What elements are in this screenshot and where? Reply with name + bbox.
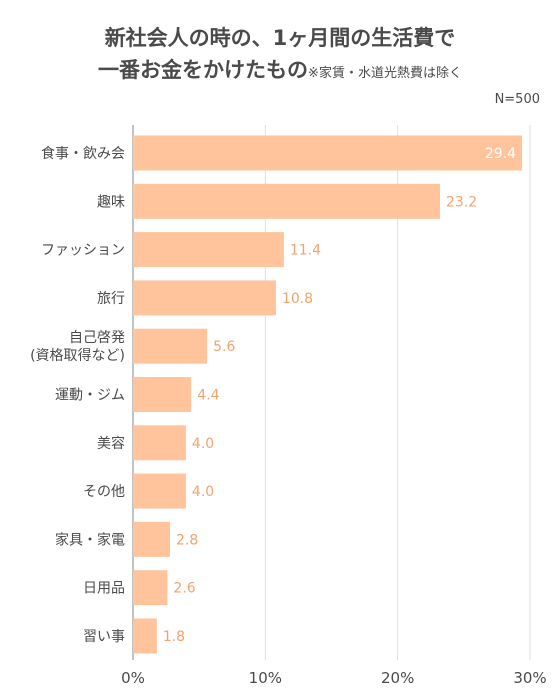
value-label: 11.4 [290,243,321,259]
chart-title-main: 一番お金をかけたもの [98,58,309,82]
bar [133,618,157,654]
category-label: ファッション [41,243,125,259]
chart-title-line-2: 一番お金をかけたもの※家賃・水道光熱費は除く [0,54,560,90]
x-tick-label: 0% [121,669,145,687]
chart-title-line-1: 新社会人の時の、1ヶ月間の生活費で [104,26,456,50]
bar [133,280,276,316]
chart-title-note: ※家賃・水道光熱費は除く [308,66,462,81]
category-label: 食事・飲み会 [41,145,125,162]
category-label: 旅行 [97,291,125,307]
value-label: 5.6 [213,339,235,355]
bar [133,377,192,412]
bar [133,570,168,606]
category-label: 美容 [97,435,125,452]
value-label: 4.0 [192,484,214,500]
bar [133,232,284,268]
value-labels: 29.4 23.2 11.4 10.8 5.6 4.4 4.0 4.0 2.8 2.6 1.8 [163,146,516,645]
category-label: 習い事 [83,629,125,645]
bar [133,425,186,461]
x-tick-label: 30% [513,669,546,687]
category-label: 日用品 [83,581,125,597]
value-label: 2.6 [173,581,195,597]
value-label: 2.8 [176,532,198,548]
category-label: 自己啓発 [69,330,125,346]
value-label: 4.4 [197,388,219,404]
chart-title: 新社会人の時の、1ヶ月間の生活費で 一番お金をかけたもの※家賃・水道光熱費は除く [0,22,560,90]
sample-size-label: N=500 [494,92,540,107]
value-label: 1.8 [163,629,185,645]
value-label: 10.8 [282,291,313,307]
value-label: 23.2 [446,194,477,210]
bar [133,183,441,219]
category-label: 家具・家電 [55,531,125,548]
bars [133,135,523,654]
value-label: 29.4 [485,146,516,162]
category-label: (資格取得など) [30,347,125,364]
bar [133,521,171,557]
bar [133,135,523,171]
bar [133,328,208,364]
category-label: 運動・ジム [55,388,125,404]
bar [133,473,186,509]
x-tick-label: 20% [381,669,414,687]
category-label: 趣味 [97,194,125,210]
x-axis-ticks: 0% 10% 20% 30% [121,669,547,687]
category-label: その他 [83,484,125,500]
x-tick-label: 10% [249,669,282,687]
value-label: 4.0 [192,436,214,452]
